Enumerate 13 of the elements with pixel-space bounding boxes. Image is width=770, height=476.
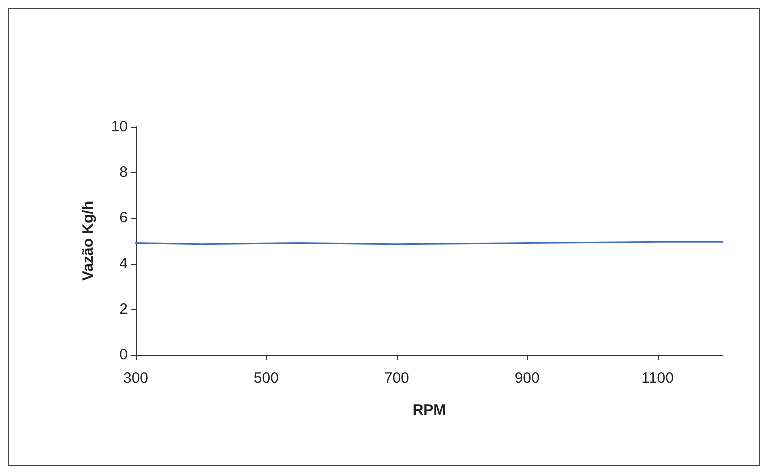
y-tick-label: 4	[120, 255, 128, 272]
y-axis-title: Vazão Kg/h	[80, 200, 97, 282]
y-tick-label: 8	[120, 164, 128, 182]
x-tick-label: 900	[514, 370, 540, 387]
y-tick-label: 6	[120, 210, 128, 227]
x-tick-label: 300	[123, 370, 149, 387]
x-tick-label: 700	[384, 370, 410, 387]
x-axis-title: RPM	[412, 402, 446, 419]
x-tick-label: 500	[254, 370, 279, 387]
y-tick-label: 0	[120, 346, 128, 364]
y-tick-label: 10	[111, 118, 128, 136]
y-tick-label: 2	[120, 300, 128, 318]
x-tick-label: 1100	[642, 370, 674, 387]
